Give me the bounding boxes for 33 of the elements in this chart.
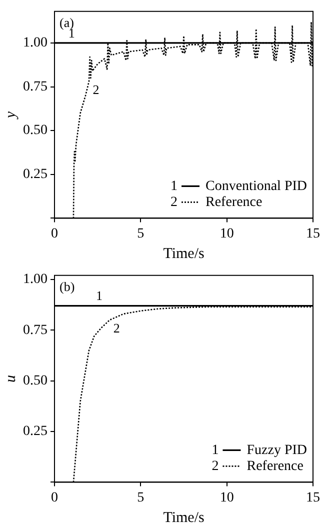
y-tick-label: 1.00 <box>23 36 48 51</box>
y-axis-title: u <box>2 375 19 383</box>
legend-label: Fuzzy PID <box>246 442 308 458</box>
y-tick-label: 0.50 <box>23 374 48 388</box>
legend-label: Reference <box>206 194 262 210</box>
x-tick-label: 5 <box>137 490 144 506</box>
text: 2 <box>170 194 178 210</box>
y-tick-label: 0.25 <box>23 167 48 182</box>
x-tick-label: 15 <box>306 226 320 242</box>
text: 2 <box>212 458 219 474</box>
x-tick-label: 0 <box>51 226 58 242</box>
text: 1 <box>170 178 178 194</box>
legend-label: Reference <box>246 458 304 474</box>
y-tick-label: 0.75 <box>23 322 48 338</box>
annotation: (a) <box>60 14 74 30</box>
annotation: 1 <box>96 288 102 304</box>
text: 1 <box>212 442 219 458</box>
x-tick-label: 0 <box>51 490 58 506</box>
y-axis-title: y <box>2 111 19 120</box>
annotation: 2 <box>92 82 100 97</box>
annotation: 2 <box>113 320 120 336</box>
legend-label: Conventional PID <box>206 178 308 194</box>
x-tick-label: 15 <box>306 490 320 506</box>
x-axis-title: Time/s <box>163 510 204 526</box>
y-tick-label: 0.75 <box>23 79 48 94</box>
x-tick-label: 10 <box>220 226 234 242</box>
x-tick-label: 5 <box>137 226 144 242</box>
x-tick-label: 10 <box>220 490 234 506</box>
x-axis-title: Time/s <box>163 246 204 262</box>
annotation: (b) <box>60 278 75 294</box>
y-tick-label: 0.50 <box>23 123 48 138</box>
y-tick-label: 1.00 <box>23 272 48 288</box>
y-tick-label: 0.25 <box>23 424 48 440</box>
